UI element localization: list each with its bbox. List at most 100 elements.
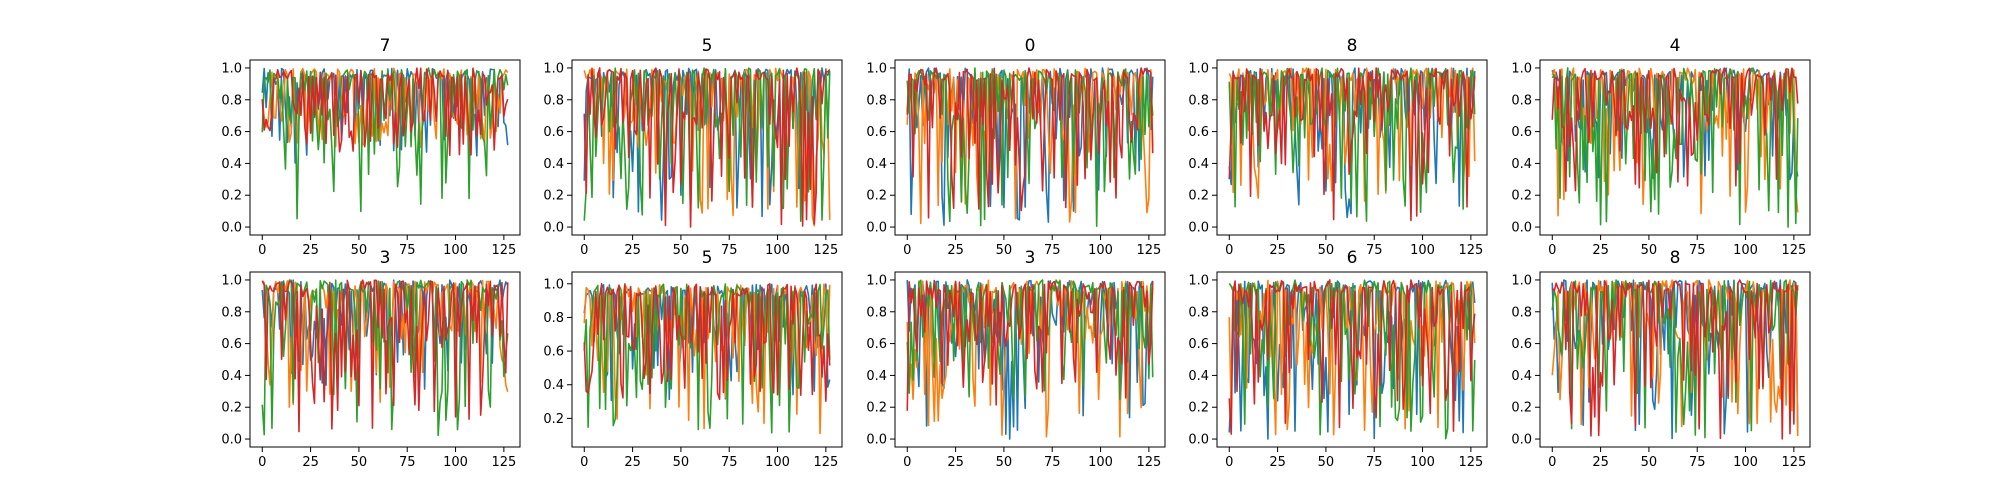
y-tick-label: 0.4 (221, 369, 242, 384)
y-tick-label: 0.8 (543, 93, 564, 108)
y-tick-label: 0.4 (866, 157, 887, 172)
series-line-4 (1551, 279, 1799, 440)
y-tick-label: 0.8 (866, 305, 887, 320)
x-tick-label: 100 (1088, 243, 1113, 258)
x-tick-label: 125 (813, 243, 838, 258)
series-line-4 (1228, 67, 1476, 222)
subplot-title: 8 (1670, 248, 1681, 268)
x-tick-label: 50 (1318, 455, 1335, 470)
subplot-title: 5 (702, 36, 713, 56)
x-tick-label: 50 (351, 243, 368, 258)
y-tick-label: 0.0 (221, 221, 242, 236)
y-tick-label: 0.4 (221, 157, 242, 172)
axes-frame (571, 271, 843, 448)
subplot-title: 6 (1347, 248, 1358, 268)
series-line-4 (261, 279, 509, 433)
x-tick-label: 75 (721, 455, 738, 470)
y-tick-label: 1.0 (1188, 273, 1209, 288)
axes-frame (1216, 271, 1488, 448)
y-tick-label: 0.6 (866, 337, 887, 352)
y-tick-label: 0.2 (543, 412, 564, 427)
x-tick-label: 50 (996, 243, 1013, 258)
x-tick-label: 100 (1410, 243, 1435, 258)
subplot-6: 3 0 25 50 75 100 125 0.0 0.2 0.4 0.6 0.8 1.0 (221, 248, 521, 470)
y-tick-label: 0.6 (543, 125, 564, 140)
y-tick-label: 0.0 (866, 221, 887, 236)
x-tick-label: 25 (1592, 243, 1609, 258)
y-tick-label: 0.8 (866, 93, 887, 108)
x-tick-label: 125 (491, 455, 516, 470)
x-tick-label: 100 (443, 243, 468, 258)
x-tick-label: 100 (1088, 455, 1113, 470)
x-tick-label: 75 (1366, 243, 1383, 258)
y-tick-label: 1.0 (1511, 61, 1532, 76)
x-tick-label: 100 (765, 455, 790, 470)
y-tick-label: 0.2 (866, 401, 887, 416)
x-tick-label: 75 (1689, 455, 1706, 470)
subplot-title: 8 (1347, 36, 1358, 56)
y-tick-label: 0.6 (1188, 337, 1209, 352)
x-tick-label: 0 (1548, 243, 1556, 258)
y-tick-label: 0.2 (221, 189, 242, 204)
x-tick-label: 100 (1733, 455, 1758, 470)
y-tick-label: 0.2 (543, 189, 564, 204)
y-tick-label: 0.8 (543, 311, 564, 326)
y-tick-label: 0.2 (1511, 189, 1532, 204)
subplot-title: 3 (1025, 248, 1036, 268)
y-tick-label: 1.0 (1188, 61, 1209, 76)
subplot-5: 4 0 25 50 75 100 125 0.0 0.2 0.4 0.6 0.8 1.0 (1511, 36, 1811, 258)
y-tick-label: 0.4 (543, 378, 564, 393)
y-tick-label: 0.6 (543, 345, 564, 360)
y-tick-label: 0.6 (221, 337, 242, 352)
y-tick-label: 0.2 (221, 401, 242, 416)
x-tick-label: 75 (399, 243, 416, 258)
y-tick-label: 0.2 (1511, 401, 1532, 416)
x-tick-label: 75 (1044, 243, 1061, 258)
x-tick-label: 125 (1136, 243, 1161, 258)
subplot-title: 5 (702, 248, 713, 268)
series-line-2 (261, 67, 509, 149)
x-tick-label: 125 (1136, 455, 1161, 470)
y-tick-label: 1.0 (221, 273, 242, 288)
y-tick-label: 1.0 (1511, 273, 1532, 288)
y-tick-label: 0.0 (1188, 433, 1209, 448)
y-tick-label: 0.8 (221, 305, 242, 320)
x-tick-label: 0 (258, 455, 266, 470)
x-tick-label: 0 (258, 243, 266, 258)
x-tick-label: 0 (903, 455, 911, 470)
x-tick-label: 125 (1781, 243, 1806, 258)
series-line-3 (906, 279, 1154, 400)
y-tick-label: 0.0 (1511, 221, 1532, 236)
y-tick-label: 1.0 (866, 273, 887, 288)
x-tick-label: 25 (624, 455, 641, 470)
x-tick-label: 125 (813, 455, 838, 470)
axes-frame (571, 59, 843, 236)
subplot-9: 6 0 25 50 75 100 125 0.0 0.2 0.4 0.6 0.8 1.0 (1188, 248, 1488, 470)
subplot-10: 8 0 25 50 75 100 125 0.0 0.2 0.4 0.6 0.8 1.0 (1511, 248, 1811, 470)
x-tick-label: 100 (765, 243, 790, 258)
series-line-1 (906, 279, 1154, 440)
y-tick-label: 0.0 (866, 433, 887, 448)
subplot-4: 8 0 25 50 75 100 125 0.0 0.2 0.4 0.6 0.8 1.0 (1188, 36, 1488, 258)
y-tick-label: 1.0 (866, 61, 887, 76)
subplot-title: 4 (1670, 36, 1681, 56)
x-tick-label: 25 (302, 243, 319, 258)
y-tick-label: 0.8 (1188, 305, 1209, 320)
y-tick-label: 0.2 (1188, 189, 1209, 204)
series-line-4 (583, 283, 831, 403)
x-tick-label: 75 (1689, 243, 1706, 258)
y-tick-label: 1.0 (543, 61, 564, 76)
x-tick-label: 25 (1269, 243, 1286, 258)
x-tick-label: 0 (580, 455, 588, 470)
x-tick-label: 75 (1044, 455, 1061, 470)
x-tick-label: 0 (903, 243, 911, 258)
series-line-4 (261, 67, 509, 156)
subplot-3: 0 0 25 50 75 100 125 0.0 0.2 0.4 0.6 0.8 1.0 (866, 36, 1166, 258)
y-tick-label: 0.6 (1511, 337, 1532, 352)
x-tick-label: 100 (443, 455, 468, 470)
y-tick-label: 0.6 (221, 125, 242, 140)
x-tick-label: 25 (302, 455, 319, 470)
x-tick-label: 50 (996, 455, 1013, 470)
